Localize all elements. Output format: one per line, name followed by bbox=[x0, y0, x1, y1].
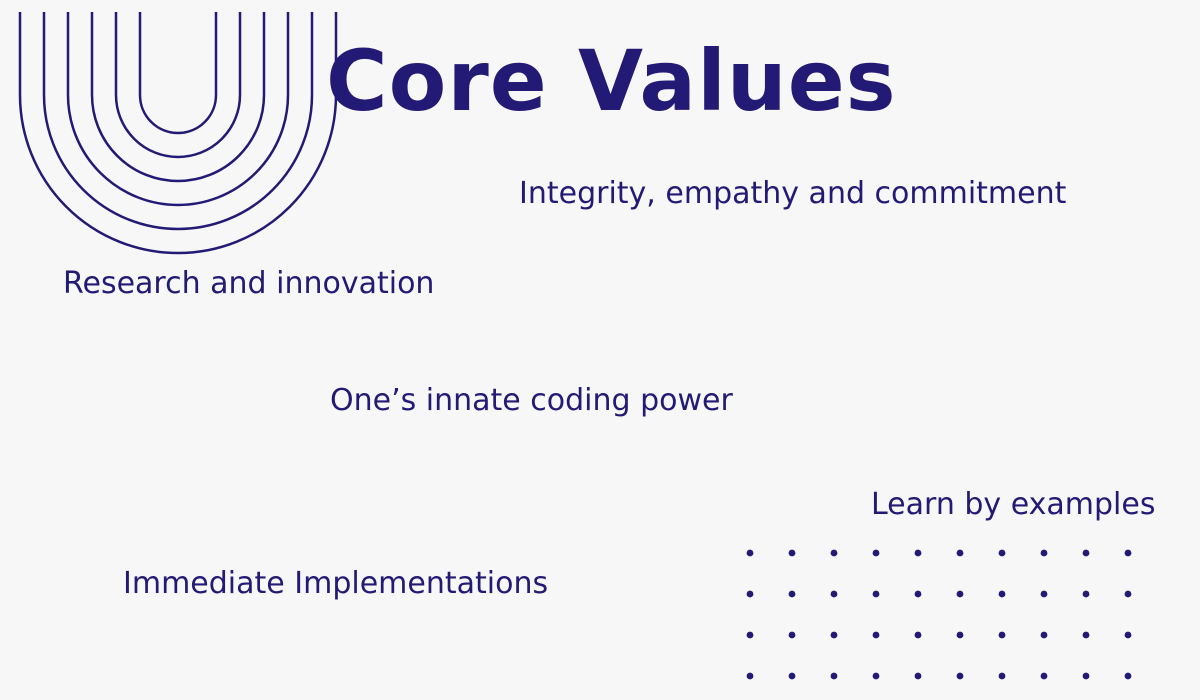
grid-dot bbox=[872, 631, 880, 639]
grid-dot bbox=[1082, 631, 1090, 639]
grid-dot bbox=[956, 590, 964, 598]
grid-dot bbox=[1082, 590, 1090, 598]
grid-dot bbox=[998, 631, 1006, 639]
grid-dot bbox=[914, 631, 922, 639]
grid-dot bbox=[1124, 631, 1132, 639]
grid-dot bbox=[914, 672, 922, 680]
grid-dot bbox=[956, 672, 964, 680]
grid-dot bbox=[998, 549, 1006, 557]
grid-dot bbox=[914, 590, 922, 598]
grid-dot bbox=[1124, 672, 1132, 680]
value-integrity: Integrity, empathy and commitment bbox=[519, 176, 1067, 211]
value-learn-by-examples: Learn by examples bbox=[871, 487, 1156, 522]
grid-dot bbox=[788, 590, 796, 598]
grid-dot bbox=[1040, 590, 1048, 598]
grid-dot bbox=[788, 631, 796, 639]
grid-dot bbox=[1082, 672, 1090, 680]
grid-dot bbox=[998, 672, 1006, 680]
grid-dot bbox=[998, 590, 1006, 598]
value-research: Research and innovation bbox=[63, 266, 435, 301]
grid-dot bbox=[872, 590, 880, 598]
slide-title: Core Values bbox=[326, 32, 897, 130]
grid-dot bbox=[914, 549, 922, 557]
grid-dot bbox=[956, 631, 964, 639]
grid-dot bbox=[746, 549, 754, 557]
grid-dot bbox=[1040, 672, 1048, 680]
grid-dot bbox=[788, 672, 796, 680]
grid-dot bbox=[830, 590, 838, 598]
grid-dot bbox=[830, 672, 838, 680]
grid-dot bbox=[746, 672, 754, 680]
concentric-arches-icon bbox=[18, 12, 338, 255]
grid-dot bbox=[1124, 549, 1132, 557]
dot-grid-icon bbox=[746, 549, 1132, 680]
grid-dot bbox=[872, 672, 880, 680]
grid-dot bbox=[830, 549, 838, 557]
grid-dot bbox=[1124, 590, 1132, 598]
value-immediate-implementations: Immediate Implementations bbox=[123, 566, 549, 601]
grid-dot bbox=[1040, 549, 1048, 557]
grid-dot bbox=[746, 590, 754, 598]
grid-dot bbox=[830, 631, 838, 639]
grid-dot bbox=[956, 549, 964, 557]
grid-dot bbox=[872, 549, 880, 557]
grid-dot bbox=[746, 631, 754, 639]
grid-dot bbox=[788, 549, 796, 557]
grid-dot bbox=[1040, 631, 1048, 639]
grid-dot bbox=[1082, 549, 1090, 557]
value-coding-power: One’s innate coding power bbox=[330, 383, 733, 418]
